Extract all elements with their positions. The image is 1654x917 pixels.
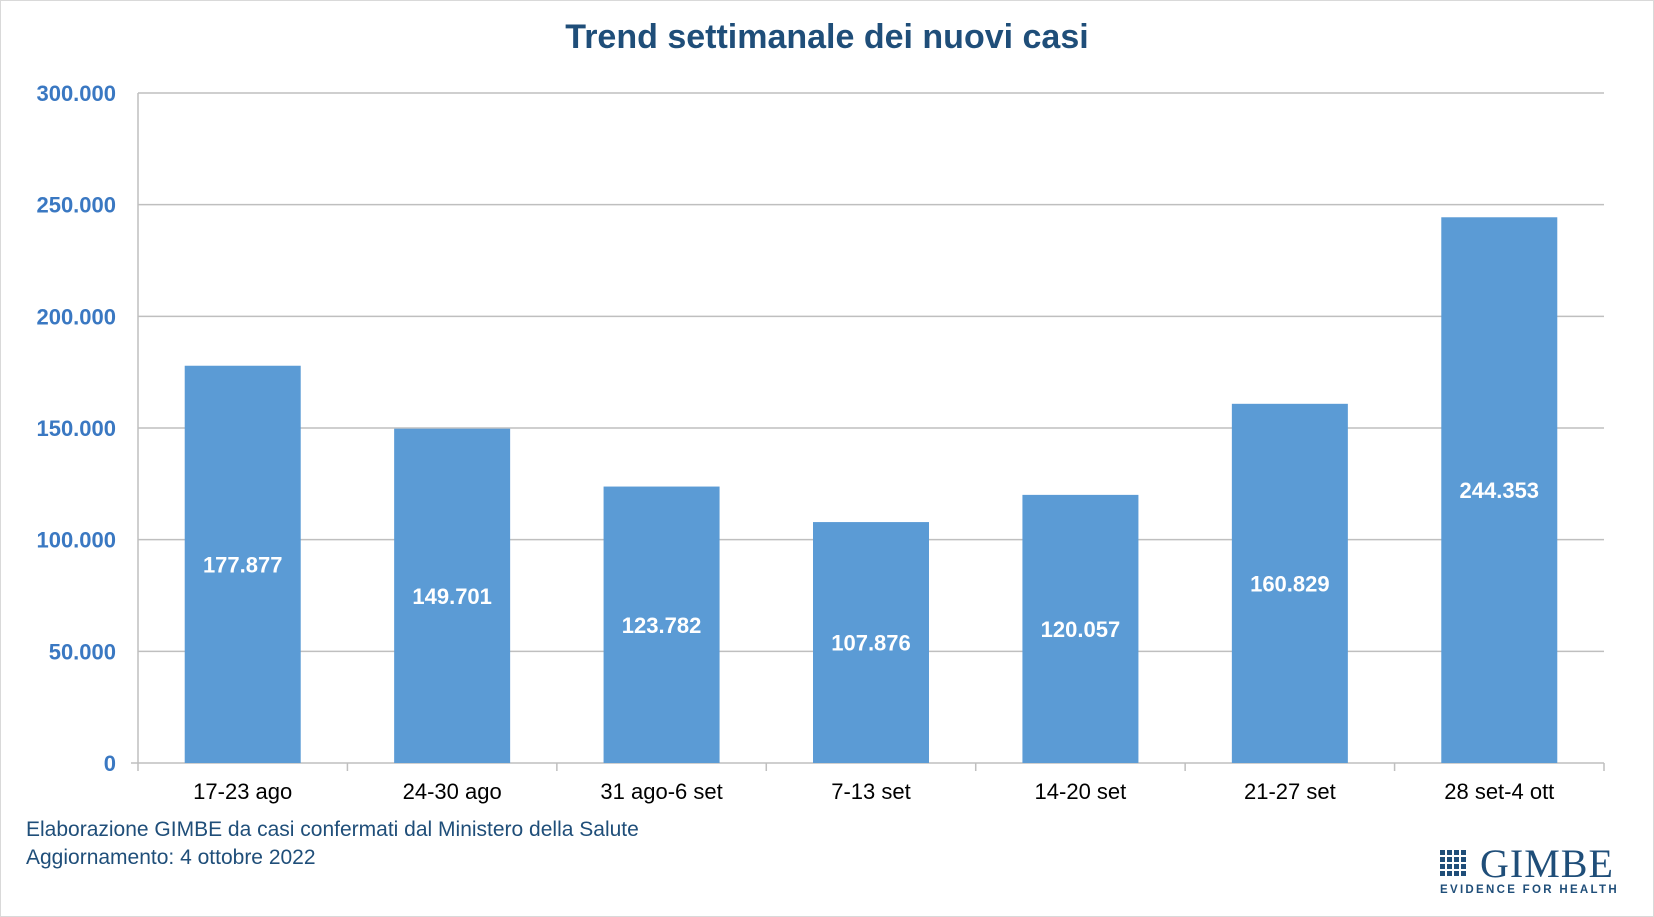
x-tick-label: 7-13 set	[831, 779, 911, 804]
data-label: 120.057	[1041, 617, 1121, 642]
y-tick-label: 250.000	[36, 193, 116, 218]
data-label: 107.876	[831, 631, 911, 656]
chart-title: Trend settimanale dei nuovi casi	[565, 18, 1089, 56]
bar	[1022, 494, 1139, 763]
x-tick-label: 31 ago-6 set	[600, 779, 722, 804]
y-tick-label: 150.000	[36, 416, 116, 441]
footer-update: Aggiornamento: 4 ottobre 2022	[26, 846, 316, 869]
data-label: 160.829	[1250, 571, 1330, 596]
x-tick-label: 24-30 ago	[403, 779, 502, 804]
y-tick-label: 100.000	[36, 528, 116, 553]
gimbe-grid-icon	[1440, 850, 1466, 876]
data-label: 177.877	[203, 552, 283, 577]
x-tick-label: 28 set-4 ott	[1444, 779, 1554, 804]
bar	[1231, 403, 1348, 763]
data-label: 123.782	[622, 613, 702, 638]
logo-wordmark: GIMBE	[1480, 841, 1614, 886]
x-tick-label: 17-23 ago	[193, 779, 292, 804]
data-label: 244.353	[1460, 478, 1540, 503]
x-tick-label: 14-20 set	[1035, 779, 1127, 804]
y-tick-label: 50.000	[49, 639, 116, 664]
bar	[813, 522, 929, 763]
bar	[394, 428, 511, 763]
logo-tagline: EVIDENCE FOR HEALTH	[1440, 884, 1619, 896]
bar	[603, 486, 720, 763]
gimbe-logo: GIMBE EVIDENCE FOR HEALTH	[1440, 841, 1617, 898]
y-tick-label: 0	[104, 751, 116, 776]
y-tick-label: 300.000	[36, 81, 116, 106]
bar	[1441, 217, 1558, 763]
x-tick-label: 21-27 set	[1244, 779, 1336, 804]
bar	[184, 365, 301, 763]
y-tick-label: 200.000	[36, 304, 116, 329]
footer-source: Elaborazione GIMBE da casi confermati da…	[26, 818, 639, 841]
data-label: 149.701	[412, 584, 492, 609]
